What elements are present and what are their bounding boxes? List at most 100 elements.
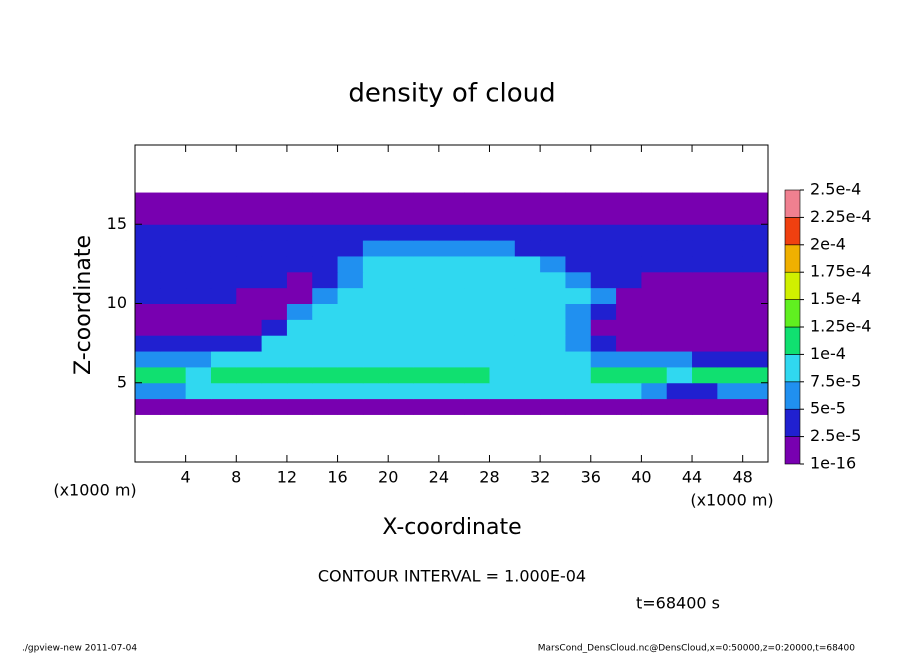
cell — [565, 208, 592, 225]
cell — [641, 319, 668, 336]
cell — [388, 335, 415, 352]
cell — [286, 240, 313, 257]
cell — [210, 240, 237, 257]
cell — [210, 255, 237, 273]
cell — [261, 398, 288, 415]
cell — [641, 255, 668, 273]
cell — [337, 271, 364, 289]
cell — [666, 240, 693, 257]
cell — [312, 224, 339, 241]
cell — [337, 208, 364, 225]
cell — [286, 351, 313, 368]
y-axis-label: Z-coordinate — [71, 235, 96, 375]
cell — [742, 208, 769, 225]
cell — [135, 240, 161, 257]
cell — [514, 192, 541, 209]
cell — [413, 303, 440, 320]
colorbar-bin — [784, 244, 801, 273]
cell — [261, 192, 288, 209]
cell — [590, 192, 617, 209]
x-tick-label: 36 — [581, 468, 601, 487]
cell — [692, 224, 718, 241]
cell — [362, 303, 389, 320]
cell — [362, 382, 389, 400]
cell — [590, 335, 617, 352]
cell — [236, 366, 263, 384]
cell — [489, 335, 516, 352]
cell — [337, 398, 364, 415]
cell — [692, 192, 718, 209]
cell — [590, 240, 617, 257]
cell — [565, 303, 592, 320]
cell — [312, 366, 339, 384]
cell — [185, 382, 212, 400]
cell — [236, 382, 263, 400]
cell — [135, 382, 161, 400]
cell — [236, 240, 263, 257]
cell — [438, 287, 465, 304]
x-tick-label: 12 — [277, 468, 297, 487]
cell — [438, 366, 465, 384]
cell — [160, 303, 187, 320]
cell — [286, 303, 313, 320]
cell — [185, 208, 212, 225]
colorbar-bin — [784, 408, 801, 437]
y-unit-label: (x1000 m) — [53, 481, 136, 500]
cell — [666, 271, 693, 289]
cell — [464, 240, 490, 257]
cell — [261, 351, 288, 368]
cell — [464, 287, 490, 304]
cell — [312, 398, 339, 415]
cell — [540, 287, 566, 304]
cell — [185, 224, 212, 241]
cell — [337, 255, 364, 273]
cell — [514, 303, 541, 320]
cell — [362, 351, 389, 368]
cell — [413, 192, 440, 209]
cell — [261, 382, 288, 400]
cell — [388, 271, 415, 289]
cell — [362, 366, 389, 384]
cell — [616, 192, 642, 209]
cell — [692, 335, 718, 352]
cell — [185, 366, 212, 384]
cell — [641, 208, 668, 225]
cell — [286, 224, 313, 241]
cell — [135, 366, 161, 384]
cell — [565, 398, 592, 415]
cell — [160, 351, 187, 368]
cell — [413, 366, 440, 384]
cell — [261, 319, 288, 336]
cell — [413, 271, 440, 289]
cell — [210, 335, 237, 352]
cell — [236, 319, 263, 336]
cell — [666, 208, 693, 225]
cell — [717, 382, 744, 400]
cell — [666, 351, 693, 368]
cell — [160, 382, 187, 400]
cell — [717, 240, 744, 257]
cell — [210, 208, 237, 225]
cell — [641, 224, 668, 241]
cell — [438, 192, 465, 209]
footer-right: MarsCond_DensCloud.nc@DensCloud,x=0:5000… — [538, 644, 855, 654]
cell — [565, 192, 592, 209]
cell — [692, 351, 718, 368]
cell — [666, 255, 693, 273]
cell — [616, 351, 642, 368]
cell — [666, 224, 693, 241]
cell — [135, 271, 161, 289]
colorbar-bin — [784, 217, 801, 246]
x-tick-label: 48 — [733, 468, 753, 487]
cell — [742, 335, 769, 352]
cell — [312, 351, 339, 368]
cell — [388, 287, 415, 304]
cell — [210, 192, 237, 209]
cell — [489, 351, 516, 368]
cell — [286, 335, 313, 352]
colorbar-bin — [784, 326, 801, 355]
cell — [540, 382, 566, 400]
cell — [261, 335, 288, 352]
cell — [160, 287, 187, 304]
cell — [514, 208, 541, 225]
